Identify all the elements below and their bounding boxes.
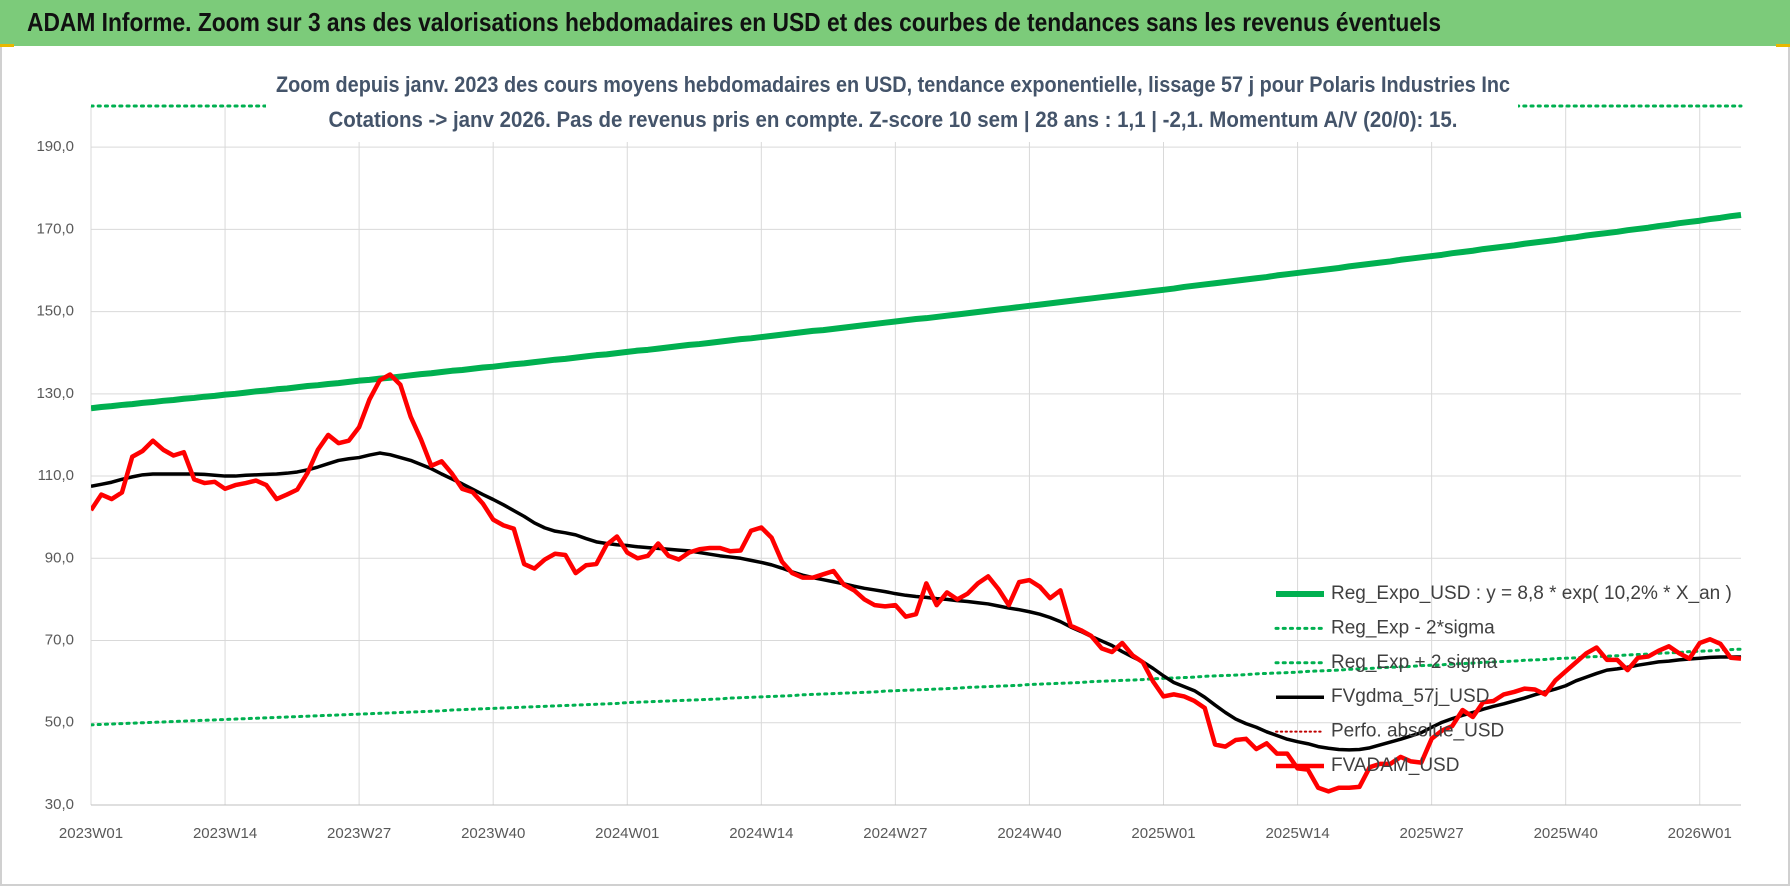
y-tick-label: 110,0 bbox=[38, 467, 74, 484]
legend-label: FVADAM_USD bbox=[1331, 755, 1459, 776]
chart-subtitle: Cotations -> janv 2026. Pas de revenus p… bbox=[329, 107, 1458, 132]
legend-label: Reg_Exp + 2 sigma bbox=[1331, 652, 1498, 673]
axes: 30,0 50,0 70,0 90,0 110,0 130,0 150,0 170,0 190,… bbox=[36, 138, 1741, 842]
y-tick-label: 190,0 bbox=[36, 138, 74, 155]
legend-label: FVgdma_57j_USD bbox=[1331, 686, 1489, 707]
y-tick-label: 30,0 bbox=[45, 796, 74, 813]
y-tick-label: 70,0 bbox=[45, 631, 74, 648]
header-accent bbox=[1776, 44, 1790, 47]
legend-label: Reg_Exp - 2*sigma bbox=[1331, 617, 1495, 638]
x-tick-label: 2024W01 bbox=[595, 825, 659, 842]
x-tick-label: 2024W40 bbox=[997, 825, 1061, 842]
x-tick-label: 2025W27 bbox=[1400, 825, 1464, 842]
x-tick-label: 2025W40 bbox=[1534, 825, 1598, 842]
x-tick-label: 2023W01 bbox=[59, 825, 123, 842]
x-tick-label: 2024W14 bbox=[729, 825, 793, 842]
x-tick-label: 2023W27 bbox=[327, 825, 391, 842]
header-title: ADAM Informe. Zoom sur 3 ans des valoris… bbox=[27, 7, 1441, 37]
x-tick-label: 2025W14 bbox=[1265, 825, 1329, 842]
x-tick-label: 2023W14 bbox=[193, 825, 257, 842]
header-accent bbox=[0, 44, 14, 47]
series-line bbox=[91, 211, 1742, 412]
header-bar bbox=[0, 0, 1790, 46]
y-tick-label: 130,0 bbox=[36, 385, 74, 402]
grid bbox=[90, 106, 1741, 806]
y-tick-label: 50,0 bbox=[45, 714, 74, 731]
legend-label: Perfo. absolue_USD bbox=[1331, 721, 1504, 742]
y-tick-label: 170,0 bbox=[36, 220, 74, 237]
series-line bbox=[91, 372, 1742, 794]
y-tick-label: 90,0 bbox=[45, 549, 74, 566]
plot-area bbox=[91, 104, 1743, 794]
y-tick-label: 150,0 bbox=[36, 303, 74, 320]
chart-title: Zoom depuis janv. 2023 des cours moyens … bbox=[276, 72, 1510, 97]
legend-label: Reg_Expo_USD : y = 8,8 * exp( 10,2% * X_… bbox=[1331, 583, 1732, 604]
series-line bbox=[91, 647, 1743, 727]
x-tick-label: 2024W27 bbox=[863, 825, 927, 842]
x-tick-label: 2026W01 bbox=[1668, 825, 1732, 842]
x-tick-label: 2025W01 bbox=[1131, 825, 1195, 842]
x-tick-label: 2023W40 bbox=[461, 825, 525, 842]
title-background bbox=[266, 66, 1518, 142]
legend: Reg_Expo_USD : y = 8,8 * exp( 10,2% * X_… bbox=[1274, 583, 1732, 776]
